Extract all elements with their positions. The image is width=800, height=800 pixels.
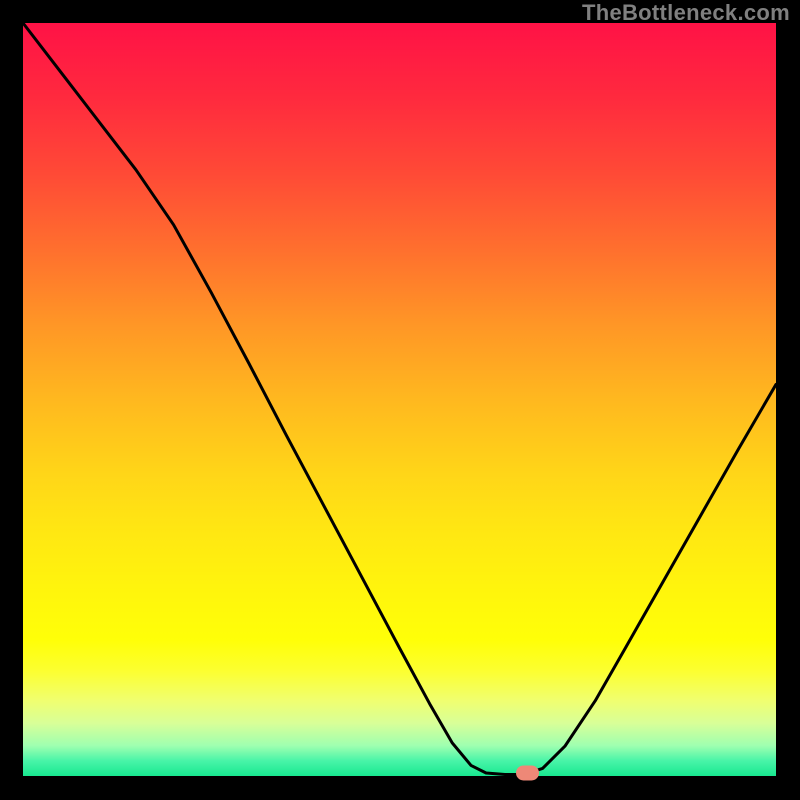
chart-container: TheBottleneck.com [0, 0, 800, 800]
optimal-point-marker [517, 766, 539, 780]
bottleneck-chart [0, 0, 800, 800]
watermark-label: TheBottleneck.com [582, 0, 790, 26]
plot-area [23, 23, 776, 776]
